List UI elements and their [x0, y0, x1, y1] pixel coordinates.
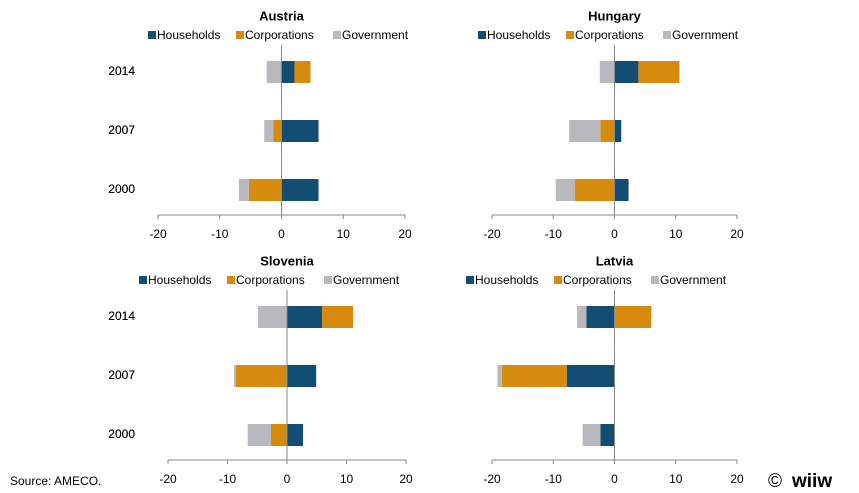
bar-segment — [614, 120, 622, 142]
x-tick-label: 20 — [399, 472, 413, 486]
bar-segment — [238, 179, 249, 201]
source: Source: AMECO. — [10, 474, 101, 488]
bar-segment — [566, 365, 615, 387]
legend-label: Corporations — [563, 273, 632, 287]
x-tick-label: 0 — [278, 227, 285, 241]
legend-swatch — [663, 31, 671, 39]
legend-label: Corporations — [245, 28, 314, 42]
bar-segment — [234, 365, 236, 387]
bar-segment — [270, 424, 287, 446]
bar-segment — [287, 424, 304, 446]
bar-segment — [235, 365, 287, 387]
legend-label: Households — [148, 273, 211, 287]
legend-swatch — [554, 276, 562, 284]
x-tick-label: 20 — [730, 472, 744, 486]
bar-segment — [555, 179, 575, 201]
bar-segment — [266, 61, 282, 83]
x-tick-label: -10 — [545, 227, 563, 241]
x-tick-label: 0 — [611, 227, 618, 241]
legend-label: Government — [333, 273, 400, 287]
legend-swatch — [333, 31, 341, 39]
legend-label: Government — [342, 28, 409, 42]
legend-label: Households — [475, 273, 538, 287]
legend-label: Corporations — [236, 273, 305, 287]
y-tick-label: 2007 — [108, 368, 135, 382]
x-tick-label: -20 — [149, 227, 167, 241]
bar-segment — [273, 120, 282, 142]
chart-title: Slovenia — [260, 253, 314, 268]
bar-segment — [497, 365, 502, 387]
bar-segment — [281, 61, 295, 83]
bar-segment — [577, 306, 587, 328]
x-tick-label: -10 — [219, 472, 237, 486]
bar-segment — [600, 424, 615, 446]
x-tick-label: -20 — [483, 227, 501, 241]
legend-label: Corporations — [575, 28, 644, 42]
y-tick-label: 2014 — [108, 309, 135, 323]
legend-label: Households — [487, 28, 550, 42]
legend-swatch — [466, 276, 474, 284]
y-tick-label: 2014 — [108, 64, 135, 78]
legend-swatch — [139, 276, 147, 284]
x-tick-label: 10 — [669, 227, 683, 241]
x-tick-label: 0 — [284, 472, 291, 486]
x-tick-label: 10 — [669, 472, 683, 486]
copyright-symbol: © — [768, 471, 782, 492]
bar-segment — [281, 120, 319, 142]
x-tick-label: -10 — [211, 227, 229, 241]
bar-segment — [294, 61, 311, 83]
bar-segment — [281, 179, 319, 201]
legend-swatch — [148, 31, 156, 39]
legend-label: Government — [660, 273, 727, 287]
y-tick-label: 2014 — [108, 309, 135, 323]
bar-segment — [569, 120, 601, 142]
bar-segment — [287, 365, 317, 387]
bar-segment — [614, 306, 652, 328]
chart-title: Latvia — [596, 253, 634, 268]
bar-segment — [287, 306, 323, 328]
y-tick-label: 2000 — [108, 427, 135, 441]
bar-segment — [501, 365, 567, 387]
legend-swatch — [566, 31, 574, 39]
bar-segment — [247, 424, 271, 446]
bar-segment — [599, 61, 615, 83]
bar-segment — [264, 120, 274, 142]
y-tick-label: 2000 — [108, 182, 135, 196]
x-tick-label: 10 — [337, 227, 351, 241]
y-tick-label: 2007 — [108, 123, 135, 137]
legend-label: Households — [157, 28, 220, 42]
bar-segment — [574, 179, 615, 201]
x-tick-label: 20 — [398, 227, 412, 241]
legend-swatch — [478, 31, 486, 39]
bar-segment — [586, 306, 615, 328]
bar-segment — [600, 120, 615, 142]
bar-segment — [614, 179, 629, 201]
legend-swatch — [324, 276, 332, 284]
y-tick-label: 2007 — [108, 123, 135, 137]
y-tick-label: 2014 — [108, 64, 135, 78]
legend-swatch — [227, 276, 235, 284]
bar-segment — [257, 306, 287, 328]
legend-swatch — [236, 31, 244, 39]
legend-swatch — [651, 276, 659, 284]
y-tick-label: 2000 — [108, 182, 135, 196]
x-tick-label: 0 — [611, 472, 618, 486]
x-tick-label: -10 — [545, 472, 563, 486]
logo: wiiw — [791, 471, 832, 492]
x-tick-label: 20 — [730, 227, 744, 241]
x-tick-label: -20 — [483, 472, 501, 486]
chart-title: Hungary — [588, 8, 642, 23]
bar-segment — [322, 306, 354, 328]
bar-segment — [614, 61, 639, 83]
x-tick-label: 10 — [340, 472, 354, 486]
y-tick-label: 2007 — [108, 368, 135, 382]
bar-segment — [248, 179, 282, 201]
chart-title: Austria — [259, 8, 305, 23]
y-tick-label: 2000 — [108, 427, 135, 441]
bar-segment — [582, 424, 601, 446]
x-tick-label: -20 — [159, 472, 177, 486]
bar-segment — [638, 61, 680, 83]
legend-label: Government — [672, 28, 739, 42]
